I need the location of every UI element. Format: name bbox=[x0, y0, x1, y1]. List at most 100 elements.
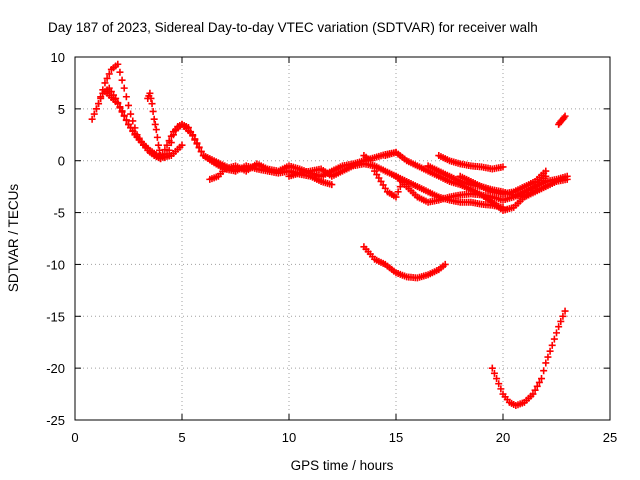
data-point bbox=[544, 353, 552, 361]
data-point bbox=[159, 150, 167, 158]
plot-area bbox=[88, 60, 571, 409]
data-point bbox=[178, 141, 186, 149]
data-point bbox=[151, 120, 159, 128]
data-point bbox=[495, 380, 503, 388]
data-point bbox=[529, 390, 537, 398]
data-point bbox=[88, 115, 96, 123]
data-point bbox=[90, 110, 98, 118]
x-tick-label: 15 bbox=[389, 430, 403, 445]
data-point bbox=[114, 60, 122, 68]
x-tick-label: 10 bbox=[282, 430, 296, 445]
data-point bbox=[557, 317, 565, 325]
y-tick-label: -20 bbox=[46, 361, 65, 376]
data-point bbox=[394, 188, 402, 196]
data-point bbox=[550, 335, 558, 343]
data-point bbox=[559, 312, 567, 320]
data-point bbox=[553, 329, 560, 337]
data-point bbox=[95, 100, 103, 108]
data-point bbox=[150, 115, 158, 123]
data-point bbox=[120, 112, 128, 120]
data-point bbox=[368, 162, 376, 170]
data-point bbox=[195, 143, 203, 151]
y-tick-label: -25 bbox=[46, 413, 65, 428]
data-point bbox=[161, 146, 169, 154]
x-axis: 0 5 10 15 20 25 bbox=[71, 57, 617, 445]
data-point bbox=[561, 112, 569, 120]
data-point bbox=[146, 89, 154, 97]
data-point bbox=[189, 131, 197, 139]
data-point bbox=[490, 369, 498, 377]
data-point bbox=[396, 183, 404, 191]
data-point bbox=[154, 141, 162, 149]
data-point bbox=[147, 94, 155, 102]
data-point bbox=[493, 375, 501, 383]
y-tick-label: 10 bbox=[51, 50, 65, 65]
data-point bbox=[105, 70, 113, 78]
y-tick-label: 5 bbox=[58, 102, 65, 117]
x-tick-label: 5 bbox=[178, 430, 185, 445]
data-point bbox=[116, 104, 124, 112]
data-point bbox=[103, 74, 111, 82]
data-point bbox=[533, 382, 541, 390]
data-point bbox=[328, 181, 336, 189]
data-point bbox=[129, 117, 137, 125]
data-point bbox=[120, 84, 128, 92]
series-arc-8 bbox=[360, 152, 406, 201]
x-tick-label: 20 bbox=[496, 430, 510, 445]
data-point bbox=[122, 116, 130, 124]
data-point bbox=[118, 76, 126, 84]
data-point bbox=[148, 100, 156, 108]
data-point bbox=[441, 260, 449, 268]
series-arc-7 bbox=[285, 160, 507, 211]
data-point bbox=[548, 341, 556, 349]
x-tick-label: 25 bbox=[603, 430, 617, 445]
data-point bbox=[101, 79, 109, 87]
series-arc-15 bbox=[488, 307, 569, 409]
data-point bbox=[125, 101, 132, 109]
data-point bbox=[540, 367, 548, 375]
data-point bbox=[153, 133, 161, 141]
series-arc-12 bbox=[435, 152, 507, 173]
series-arc-14 bbox=[360, 243, 449, 282]
series-arc-13 bbox=[456, 167, 550, 198]
series-arc-3 bbox=[103, 89, 186, 162]
data-point bbox=[563, 175, 571, 183]
data-point bbox=[193, 139, 201, 147]
data-point bbox=[499, 163, 507, 171]
data-point bbox=[497, 385, 505, 393]
data-point bbox=[118, 108, 126, 116]
data-point bbox=[488, 364, 496, 372]
data-point bbox=[546, 347, 554, 355]
data-point bbox=[542, 167, 550, 175]
data-point bbox=[152, 126, 160, 134]
data-point bbox=[535, 378, 543, 386]
data-point bbox=[392, 193, 400, 201]
data-point bbox=[92, 105, 100, 113]
y-tick-label: -10 bbox=[46, 257, 65, 272]
data-point bbox=[114, 100, 122, 108]
data-point bbox=[157, 155, 165, 163]
data-point bbox=[538, 375, 546, 383]
y-axis: -25 -20 -15 -10 -5 0 5 10 bbox=[46, 50, 610, 428]
chart-title: Day 187 of 2023, Sidereal Day-to-day VTE… bbox=[48, 20, 538, 35]
x-axis-label: GPS time / hours bbox=[291, 458, 394, 473]
y-tick-label: 0 bbox=[58, 154, 65, 169]
y-tick-label: -5 bbox=[53, 206, 65, 221]
y-tick-label: -15 bbox=[46, 309, 65, 324]
data-point bbox=[149, 107, 157, 115]
gridlines bbox=[75, 57, 610, 420]
data-point bbox=[531, 386, 539, 394]
series-arc-16 bbox=[555, 112, 569, 128]
data-point bbox=[191, 135, 199, 143]
data-point bbox=[542, 359, 550, 367]
data-point bbox=[122, 93, 130, 101]
series-arc-5 bbox=[157, 120, 336, 189]
data-point bbox=[561, 307, 569, 315]
data-point bbox=[127, 110, 135, 118]
data-point bbox=[167, 132, 175, 140]
data-point bbox=[163, 141, 171, 149]
data-point bbox=[555, 323, 563, 331]
y-axis-label: SDTVAR / TECUs bbox=[6, 184, 21, 293]
data-point bbox=[165, 137, 173, 145]
